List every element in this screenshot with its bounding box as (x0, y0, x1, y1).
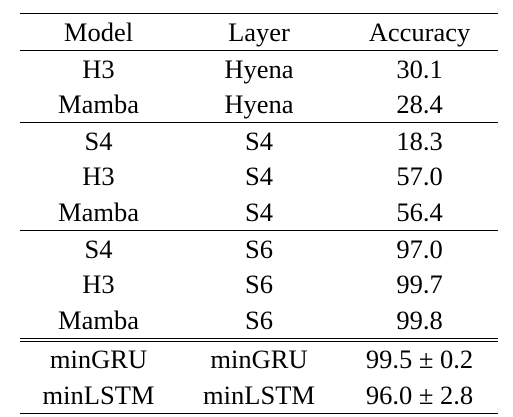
table-row: minGRU minGRU 99.5 ± 0.2 (20, 342, 498, 378)
accuracy-cell: 56.4 (396, 196, 443, 227)
header-accuracy: Accuracy (368, 16, 471, 47)
layer-cell: S4 (245, 196, 273, 227)
model-cell: Mamba (58, 304, 139, 335)
header-layer: Layer (228, 16, 290, 47)
table-row: H3 S4 57.0 (20, 159, 498, 195)
model-cell: H3 (82, 269, 115, 300)
accuracy-cell: 28.4 (396, 89, 443, 120)
accuracy-cell: 99.8 (396, 304, 443, 335)
bottom-rule (20, 412, 498, 414)
accuracy-cell: 97.0 (396, 233, 443, 264)
table-row: Mamba S6 99.8 (20, 302, 498, 338)
accuracy-cell: 99.7 (396, 269, 443, 300)
layer-cell: S6 (245, 233, 273, 264)
accuracy-cell: 96.0 ± 2.8 (365, 379, 474, 410)
model-cell: minLSTM (42, 379, 155, 410)
layer-cell: S6 (245, 304, 273, 335)
model-cell: minGRU (49, 344, 148, 375)
model-cell: H3 (82, 53, 115, 84)
table-row: H3 S6 99.7 (20, 267, 498, 303)
table-row: H3 Hyena 30.1 (20, 51, 498, 87)
model-cell: S4 (84, 125, 113, 156)
table-row: S4 S6 97.0 (20, 231, 498, 267)
group-rule (20, 122, 498, 124)
top-rule (20, 13, 498, 14)
layer-cell: minLSTM (203, 379, 315, 410)
header-model: Model (63, 16, 134, 47)
model-cell: Mamba (58, 89, 139, 120)
model-cell: S4 (84, 233, 113, 264)
layer-cell: S6 (245, 269, 273, 300)
layer-cell: S4 (245, 161, 273, 192)
model-cell: Mamba (58, 196, 139, 227)
model-cell: H3 (82, 161, 115, 192)
results-table: Model Layer Accuracy H3 Hyena 30.1 Mamba… (20, 13, 498, 414)
header-row: Model Layer Accuracy (20, 14, 498, 50)
table-row: minLSTM minLSTM 96.0 ± 2.8 (20, 377, 498, 413)
table-row: S4 S4 18.3 (20, 123, 498, 159)
layer-cell: S4 (245, 125, 273, 156)
table-row: Mamba Hyena 28.4 (20, 87, 498, 123)
double-rule (20, 337, 498, 342)
layer-cell: Hyena (224, 53, 294, 84)
layer-cell: Hyena (224, 89, 294, 120)
accuracy-cell: 30.1 (396, 53, 443, 84)
accuracy-cell: 57.0 (396, 161, 443, 192)
table-row: Mamba S4 56.4 (20, 194, 498, 230)
group-rule (20, 229, 498, 231)
accuracy-cell: 99.5 ± 0.2 (365, 344, 474, 375)
layer-cell: minGRU (210, 344, 308, 375)
accuracy-cell: 18.3 (396, 125, 443, 156)
header-rule (20, 50, 498, 51)
